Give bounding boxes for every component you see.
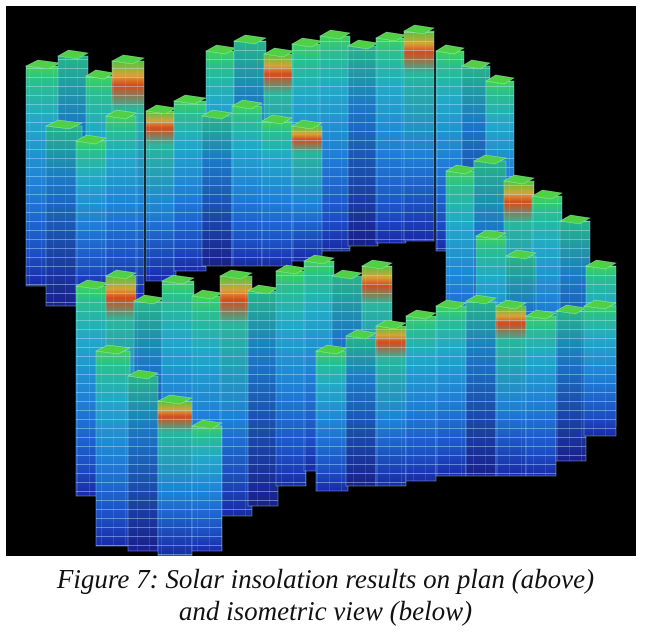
tower-roof (495, 299, 527, 310)
tower-roof (111, 54, 145, 65)
tower-roof (219, 269, 253, 280)
tower-floor-lines (158, 401, 192, 556)
tower-roof (233, 34, 267, 45)
tower-roof (157, 394, 193, 405)
tower-floor-lines (192, 426, 222, 551)
tower-floor-lines (404, 31, 434, 241)
tower-floor-lines (526, 316, 556, 476)
tower-roof (461, 59, 491, 70)
tower-floor-lines (248, 291, 278, 506)
tower-floor-lines (292, 126, 322, 261)
tower-roof (127, 369, 159, 380)
tower-roof (485, 74, 515, 85)
tower-floor-lines (406, 316, 436, 481)
tower-floor-lines (346, 336, 376, 486)
tower-floor-lines (128, 376, 158, 551)
tower-floor-lines (202, 116, 232, 266)
tower-roof (105, 269, 137, 280)
tower-roof (161, 274, 195, 285)
tower-roof (191, 419, 223, 430)
tower-roof (57, 49, 89, 60)
tower-roof (475, 229, 507, 240)
tower-roof (319, 29, 351, 40)
tower-floor-lines (146, 111, 176, 281)
tower-roof (403, 24, 435, 35)
tower-floor-lines (348, 46, 378, 246)
tower-roof (95, 344, 131, 355)
tower-floor-lines (496, 306, 526, 476)
tower-roof (465, 294, 497, 305)
tower-roof (559, 214, 591, 225)
tower-roof (303, 254, 335, 265)
tower-roof (585, 259, 617, 270)
tower-roof (503, 174, 535, 185)
tower-floor-lines (556, 311, 586, 461)
tower-floor-lines (466, 301, 496, 476)
tower-roof (361, 259, 393, 270)
tower-floor-lines (96, 351, 130, 546)
tower-roof (291, 119, 323, 130)
tower-roof (505, 249, 537, 260)
tower-floor-lines (276, 271, 306, 486)
tower-floor-lines (376, 326, 406, 486)
tower-floor-lines (174, 101, 206, 271)
tower-floor-lines (316, 351, 348, 491)
isometric-insolation-render (6, 6, 636, 556)
building-model-icon (25, 24, 617, 556)
tower-floor-lines (76, 141, 106, 291)
tower-floor-lines (262, 121, 292, 266)
tower-roof (531, 189, 563, 200)
tower-floor-lines (584, 306, 616, 436)
tower-floor-lines (436, 306, 466, 476)
tower-roof (231, 99, 263, 110)
tower-floor-lines (106, 116, 136, 286)
tower-roof (583, 299, 617, 310)
tower-floor-lines (220, 276, 252, 516)
figure-caption: Figure 7: Solar insolation results on pl… (0, 563, 651, 627)
caption-line-2: and isometric view (below) (178, 596, 473, 626)
tower-floor-lines (320, 36, 350, 251)
tower-roof (261, 114, 293, 125)
tower-floor-lines (376, 38, 406, 243)
tower-roof (44, 119, 84, 130)
tower-roof (105, 109, 137, 120)
tower-roof (173, 94, 207, 105)
tower-roof (473, 154, 507, 165)
caption-line-1: Figure 7: Solar insolation results on pl… (56, 564, 595, 594)
tower-floor-lines (232, 106, 262, 266)
tower-roof (435, 44, 465, 55)
